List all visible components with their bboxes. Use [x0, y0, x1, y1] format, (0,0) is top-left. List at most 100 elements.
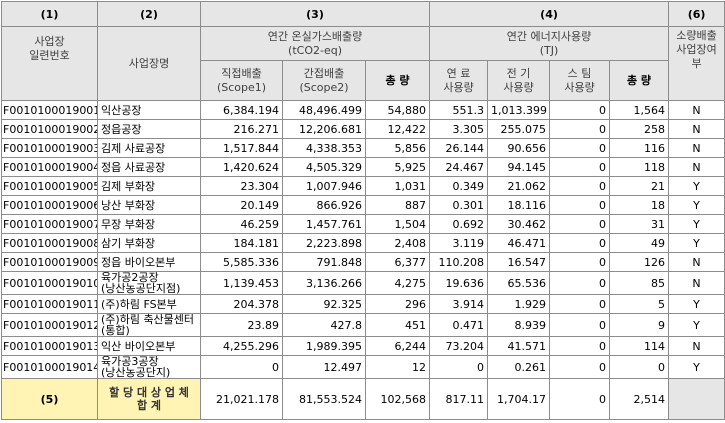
small-emitter-cell: Y [668, 294, 725, 314]
site-name-cell: 낭산 부화장 [97, 195, 201, 215]
indirect-emission-cell: 791.848 [282, 252, 366, 272]
site-name-cell: (주)하림 축산물센터(통합) [97, 313, 201, 337]
site-serial-cell: F0010100019011 [1, 294, 98, 314]
total-row-label: 할 당 대 상 업 체 합 계 [97, 378, 201, 420]
total-energy-cell: 0 [609, 355, 670, 379]
fuel-use-cell: 0.301 [429, 195, 489, 215]
electric-use-cell: 8.939 [487, 313, 551, 337]
fuel-use-cell: 3.119 [429, 233, 489, 253]
steam-use-cell: 0 [549, 157, 611, 177]
table-row: F0010100019004 정읍 사료공장 1,420.624 4,505.329 5… [1, 157, 725, 177]
table-row: F0010100019006 낭산 부화장 20.149 866.926 887 0.30… [1, 195, 725, 215]
col1-number: (1) [1, 1, 98, 27]
total-direct: 21,021.178 [200, 378, 283, 420]
steam-use-cell: 0 [549, 176, 611, 196]
site-serial-cell: F0010100019003 [1, 138, 98, 158]
direct-emission-cell: 23.304 [200, 176, 283, 196]
fuel-use-cell: 24.467 [429, 157, 489, 177]
col4-number: (4) [429, 1, 670, 27]
total-energy-cell: 126 [609, 252, 670, 272]
direct-emission-cell: 46.259 [200, 214, 283, 234]
col6-number: (6) [668, 1, 725, 27]
site-serial-header: 사업장 일련번호 [1, 26, 98, 101]
col2-number: (2) [97, 1, 201, 27]
fuel-use-cell: 0.692 [429, 214, 489, 234]
table-row: F0010100019013 익산 바이오본부 4,255.296 1,989.395… [1, 336, 725, 356]
site-name-cell: 정읍 사료공장 [97, 157, 201, 177]
steam-use-cell: 0 [549, 214, 611, 234]
table-row: F0010100019002 정읍공장 216.271 12,206.681 12,42… [1, 119, 725, 139]
site-serial-cell: F0010100019002 [1, 119, 98, 139]
small-emitter-cell: Y [668, 176, 725, 196]
site-name-cell: 무장 부화장 [97, 214, 201, 234]
total-emission-cell: 4,275 [364, 271, 431, 295]
total-emission-cell: 54,880 [364, 100, 431, 120]
electric-use-cell: 18.116 [487, 195, 551, 215]
steam-use-cell: 0 [549, 336, 611, 356]
site-name-cell: 삼기 부화장 [97, 233, 201, 253]
table-row: F0010100019008 삼기 부화장 184.181 2,223.898 2,40… [1, 233, 725, 253]
small-emitter-cell: N [668, 252, 725, 272]
site-name-cell: 정읍 바이오본부 [97, 252, 201, 272]
site-serial-cell: F0010100019007 [1, 214, 98, 234]
electric-use-cell: 94.145 [487, 157, 551, 177]
table-row: F0010100019001 익산공장 6,384.194 48,496.499 54,… [1, 100, 725, 120]
fuel-use-cell: 0.471 [429, 313, 489, 337]
site-serial-cell: F0010100019004 [1, 157, 98, 177]
small-emitter-cell: N [668, 100, 725, 120]
fuel-use-cell: 73.204 [429, 336, 489, 356]
table-row: F0010100019010 육가공2공장(낭산농공단지점) 1,139.453 3,… [1, 271, 725, 295]
small-emitter-cell: Y [668, 214, 725, 234]
table-row: F0010100019003 김제 사료공장 1,517.844 4,338.353 5… [1, 138, 725, 158]
steam-use-cell: 0 [549, 100, 611, 120]
indirect-emission-cell: 866.926 [282, 195, 366, 215]
direct-emission-cell: 184.181 [200, 233, 283, 253]
site-name-header: 사업장명 [97, 26, 201, 101]
site-name-cell: 육가공2공장(낭산농공단지점) [97, 271, 201, 295]
total-steam: 0 [549, 378, 611, 420]
fuel-use-cell: 3.305 [429, 119, 489, 139]
total-emission-cell: 5,925 [364, 157, 431, 177]
direct-emission-cell: 216.271 [200, 119, 283, 139]
steam-use-cell: 0 [549, 355, 611, 379]
indirect-emission-cell: 1,007.946 [282, 176, 366, 196]
site-name-cell: 육가공3공장(낭산농공단지) [97, 355, 201, 379]
steam-use-cell: 0 [549, 294, 611, 314]
total-emission-cell: 6,244 [364, 336, 431, 356]
electric-use-cell: 21.062 [487, 176, 551, 196]
total-emission-cell: 12,422 [364, 119, 431, 139]
small-emitter-cell: N [668, 271, 725, 295]
table-row: F0010100019014 육가공3공장(낭산농공단지) 0 12.497 12 0 0.… [1, 355, 725, 379]
small-emitter-cell: N [668, 119, 725, 139]
total-energy-cell: 18 [609, 195, 670, 215]
total-fuel: 817.11 [429, 378, 489, 420]
total-small-emitter [668, 378, 725, 420]
indirect-emission-cell: 2,223.898 [282, 233, 366, 253]
total-energy-cell: 9 [609, 313, 670, 337]
electric-use-cell: 65.536 [487, 271, 551, 295]
fuel-use-cell: 26.144 [429, 138, 489, 158]
steam-use-cell: 0 [549, 271, 611, 295]
direct-emission-cell: 0 [200, 355, 283, 379]
small-emitter-cell: N [668, 157, 725, 177]
indirect-emission-cell: 3,136.266 [282, 271, 366, 295]
total-emission-cell: 451 [364, 313, 431, 337]
total-energy: 2,514 [609, 378, 670, 420]
total-energy-cell: 114 [609, 336, 670, 356]
fuel-use-cell: 19.636 [429, 271, 489, 295]
electric-use-cell: 0.261 [487, 355, 551, 379]
small-emitter-cell: N [668, 336, 725, 356]
total-electric: 1,704.17 [487, 378, 551, 420]
electric-use-cell: 30.462 [487, 214, 551, 234]
electric-use-cell: 255.075 [487, 119, 551, 139]
steam-use-cell: 0 [549, 233, 611, 253]
site-serial-cell: F0010100019008 [1, 233, 98, 253]
small-emitter-header: 소량배출 사업장여부 [668, 26, 725, 101]
table-row: F0010100019012 (주)하림 축산물센터(통합) 23.89 427.8 4… [1, 313, 725, 337]
total-energy-header: 총 량 [609, 60, 670, 101]
energy-use-header: 연간 에너지사용량 (TJ) [429, 26, 670, 61]
site-name-cell: (주)하림 FS본부 [97, 294, 201, 314]
total-emission-cell: 2,408 [364, 233, 431, 253]
site-serial-cell: F0010100019012 [1, 313, 98, 337]
indirect-emission-cell: 1,457.761 [282, 214, 366, 234]
